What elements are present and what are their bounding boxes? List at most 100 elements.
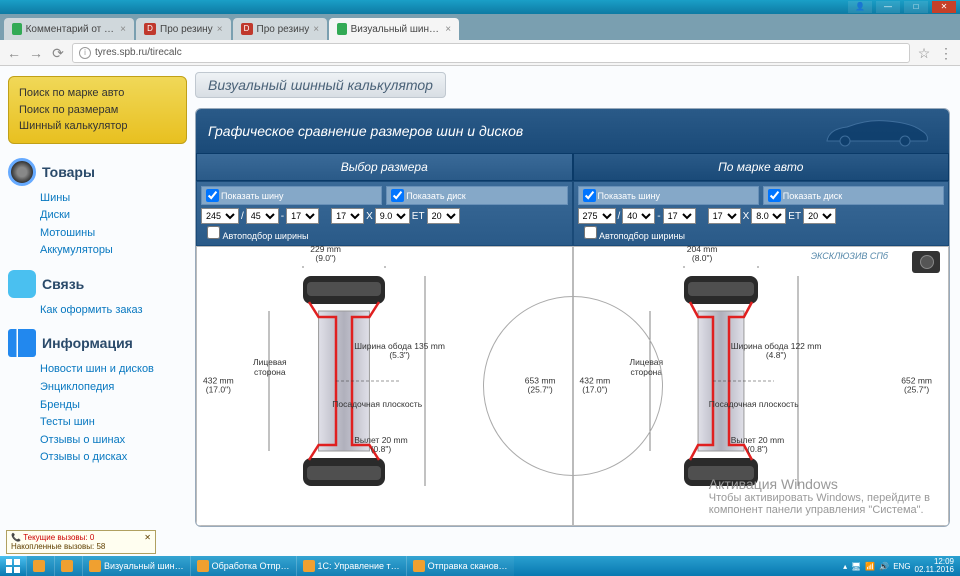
- reload-button[interactable]: ⟳: [50, 45, 66, 61]
- sidebar-link[interactable]: Тесты шин: [40, 414, 187, 432]
- sidebar-searchbox: Поиск по марке автоПоиск по размерамШинн…: [8, 76, 187, 144]
- sidebar-link[interactable]: Новости шин и дисков: [40, 361, 187, 379]
- sidebar-cat-products: Товары: [8, 158, 187, 186]
- sidebar-link[interactable]: Энциклопедия: [40, 379, 187, 397]
- tray-icon[interactable]: 🔊: [879, 562, 889, 571]
- tab-by-car[interactable]: По марке авто: [573, 153, 950, 181]
- controls-row: Показать шину Показать диск 245/ 45- 17 …: [196, 181, 949, 246]
- close-icon[interactable]: ×: [445, 24, 451, 35]
- maximize-button[interactable]: □: [904, 1, 928, 13]
- tire-rim-select[interactable]: 17: [663, 208, 696, 224]
- controls-left: Показать шину Показать диск 245/ 45- 17 …: [196, 181, 573, 246]
- taskbar-item[interactable]: Отправка сканов…: [406, 556, 514, 576]
- close-icon[interactable]: ✕: [144, 533, 151, 542]
- diagrams: 229 mm(9.0") 432 mm(17.0") 653 mm(25.7")…: [196, 246, 949, 526]
- calls-popup: ✕ 📞 Текущие вызовы: 0 Накопленные вызовы…: [6, 530, 156, 554]
- disk-et-select[interactable]: 20: [803, 208, 836, 224]
- close-icon[interactable]: ×: [217, 24, 223, 35]
- calculator-header: Графическое сравнение размеров шин и дис…: [196, 109, 949, 153]
- show-tire-checkbox[interactable]: [583, 189, 596, 202]
- user-icon[interactable]: 👤: [848, 1, 872, 13]
- disk-rim-select[interactable]: 17: [331, 208, 364, 224]
- back-button[interactable]: ←: [6, 45, 22, 61]
- url-text: tyres.spb.ru/tirecalc: [95, 43, 182, 63]
- tire-width-select[interactable]: 275: [578, 208, 616, 224]
- sidebar-cat-info: Информация: [8, 329, 187, 357]
- show-tire-checkbox[interactable]: [206, 189, 219, 202]
- app-icon: [89, 560, 101, 572]
- tire-profile-select[interactable]: 40: [622, 208, 655, 224]
- tire-rim-select[interactable]: 17: [286, 208, 319, 224]
- bookmark-button[interactable]: ☆: [916, 45, 932, 61]
- tray-icon[interactable]: 📶: [865, 562, 875, 571]
- sidebar-link[interactable]: Бренды: [40, 397, 187, 415]
- browser-tab[interactable]: Комментарий от MAX-…×: [4, 18, 134, 40]
- sidebar-link[interactable]: Как оформить заказ: [40, 302, 187, 320]
- chat-icon: [8, 270, 36, 298]
- sidebar-link[interactable]: Аккумуляторы: [40, 242, 187, 260]
- car-icon: [817, 115, 937, 147]
- taskbar-item[interactable]: Обработка Отпр…: [190, 556, 296, 576]
- show-disk-checkbox[interactable]: [391, 189, 404, 202]
- app-icon: [61, 560, 73, 572]
- app-icon: [197, 560, 209, 572]
- auto-width-checkbox[interactable]: [584, 226, 597, 239]
- disk-width-select[interactable]: 8.0: [751, 208, 786, 224]
- menu-button[interactable]: ⋮: [938, 45, 954, 61]
- auto-width-checkbox[interactable]: [207, 226, 220, 239]
- forward-button[interactable]: →: [28, 45, 44, 61]
- disk-et-select[interactable]: 20: [427, 208, 460, 224]
- taskbar-item[interactable]: [26, 556, 54, 576]
- system-tray: ▴ 🖥 📶 🔊 ENG 12:0902.11.2016: [837, 558, 960, 574]
- tray-icon[interactable]: ▴: [843, 562, 847, 571]
- taskbar-item[interactable]: Визуальный шин…: [82, 556, 190, 576]
- browser-tab[interactable]: DПро резину×: [233, 18, 328, 40]
- tire-width-select[interactable]: 245: [201, 208, 239, 224]
- taskbar-item[interactable]: 1С: Управление т…: [296, 556, 406, 576]
- sidebar-link[interactable]: Отзывы о шинах: [40, 432, 187, 450]
- tire-profile-select[interactable]: 45: [246, 208, 279, 224]
- sidebar: Поиск по марке автоПоиск по размерамШинн…: [0, 66, 195, 556]
- tab-by-size[interactable]: Выбор размера: [196, 153, 573, 181]
- close-icon[interactable]: ×: [313, 24, 319, 35]
- main-content: Визуальный шинный калькулятор Графическо…: [195, 66, 960, 556]
- sidebar-link[interactable]: Диски: [40, 207, 187, 225]
- app-icon: [303, 560, 315, 572]
- close-icon[interactable]: ×: [120, 24, 126, 35]
- disk-width-select[interactable]: 9.0: [375, 208, 410, 224]
- camera-icon[interactable]: [912, 251, 940, 273]
- start-button[interactable]: [0, 556, 26, 576]
- tire-icon: [8, 158, 36, 186]
- address-bar[interactable]: i tyres.spb.ru/tirecalc: [72, 43, 910, 63]
- tray-lang[interactable]: ENG: [893, 562, 910, 571]
- taskbar: Визуальный шин…Обработка Отпр…1С: Управл…: [0, 556, 960, 576]
- minimize-button[interactable]: —: [876, 1, 900, 13]
- sidebar-link[interactable]: Мотошины: [40, 225, 187, 243]
- sidebar-search-link[interactable]: Поиск по марке авто: [19, 85, 176, 102]
- tray-icon[interactable]: 🖥: [851, 562, 861, 571]
- tray-clock[interactable]: 12:0902.11.2016: [915, 558, 954, 574]
- sidebar-link[interactable]: Отзывы о дисках: [40, 449, 187, 467]
- sidebar-search-link[interactable]: Шинный калькулятор: [19, 118, 176, 135]
- app-icon: [413, 560, 425, 572]
- sidebar-link[interactable]: Шины: [40, 190, 187, 208]
- watermark-logo: ЭКСКЛЮЗИВ СПб: [811, 251, 888, 261]
- show-disk-checkbox[interactable]: [768, 189, 781, 202]
- sidebar-search-link[interactable]: Поиск по размерам: [19, 102, 176, 119]
- taskbar-item[interactable]: [54, 556, 82, 576]
- controls-right: Показать шину Показать диск 275/ 40- 17 …: [573, 181, 950, 246]
- browser-tab[interactable]: DПро резину×: [136, 18, 231, 40]
- mode-tabs: Выбор размера По марке авто: [196, 153, 949, 181]
- close-button[interactable]: ✕: [932, 1, 956, 13]
- browser-tab[interactable]: Визуальный шинный к…×: [329, 18, 459, 40]
- browser-tabs: Комментарий от MAX-…×DПро резину×DПро ре…: [0, 14, 960, 40]
- tire-svg: [631, 266, 891, 516]
- sidebar-cat-contact: Связь: [8, 270, 187, 298]
- info-icon: i: [79, 47, 91, 59]
- app-icon: [33, 560, 45, 572]
- window-titlebar: 👤 — □ ✕: [0, 0, 960, 14]
- book-icon: [8, 329, 36, 357]
- disk-rim-select[interactable]: 17: [708, 208, 741, 224]
- page-content: Поиск по марке автоПоиск по размерамШинн…: [0, 66, 960, 556]
- comparison-circle: [483, 296, 663, 476]
